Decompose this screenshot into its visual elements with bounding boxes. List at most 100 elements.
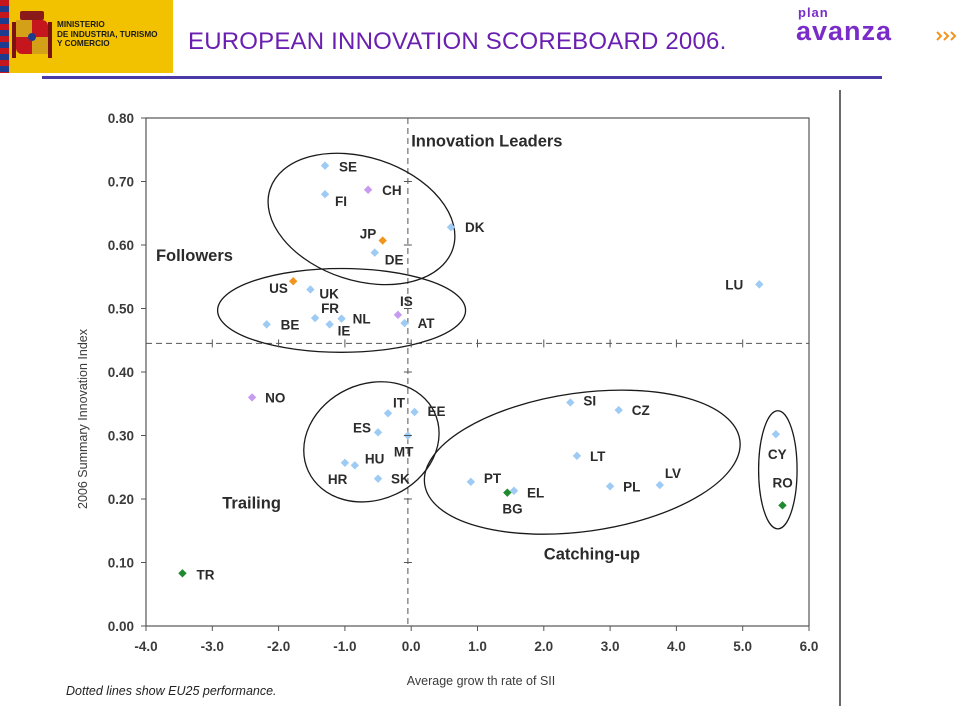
plot-border (145, 117, 810, 627)
ministry-name: MINISTERIO DE INDUSTRIA, TURISMO Y COMER… (57, 20, 158, 49)
group-label: Catching-up (544, 545, 640, 563)
point-label-is: IS (400, 294, 413, 309)
data-points (178, 161, 787, 578)
point-ee (410, 407, 419, 417)
x-tick-label: 0.0 (402, 639, 421, 654)
group-label: Trailing (222, 495, 281, 513)
point-label-uk: UK (319, 286, 339, 301)
point-label-nl: NL (353, 312, 371, 327)
plot-area (145, 117, 810, 627)
flag-stripe (0, 0, 9, 73)
point-label-fr: FR (321, 301, 339, 316)
point-label-fi: FI (335, 194, 347, 209)
point-fr (310, 313, 320, 323)
data-labels: Innovation Leaders Followers Trailing Catch… (156, 133, 793, 583)
x-tick-label: -2.0 (267, 639, 290, 654)
point-label-lt: LT (590, 449, 606, 464)
point-is (393, 310, 403, 320)
point-label-dk: DK (465, 220, 485, 235)
point-ie (325, 320, 334, 329)
point-dk (446, 223, 456, 232)
point-label-lv: LV (665, 466, 681, 481)
point-label-el: EL (527, 486, 544, 501)
point-label-us: US (269, 281, 288, 296)
x-tick-label: 3.0 (601, 639, 620, 654)
point-es (373, 428, 383, 437)
point-label-se: SE (339, 160, 357, 175)
point-label-ie: IE (338, 323, 351, 338)
point-lt (572, 451, 582, 461)
y-tick-label: 0.30 (108, 429, 134, 444)
point-label-hu: HU (365, 451, 385, 466)
point-pt (466, 477, 476, 487)
scatter-chart: Innovation Leaders Followers Trailing Catch… (66, 111, 819, 698)
point-label-es: ES (353, 420, 371, 435)
x-axis-label: Average grow th rate of SII (407, 674, 555, 688)
point-label-at: AT (418, 316, 436, 331)
point-no (247, 393, 257, 402)
point-be (262, 320, 271, 329)
point-pl (605, 482, 615, 491)
point-fi (320, 190, 330, 199)
x-tick-label: 4.0 (667, 639, 686, 654)
point-label-cy: CY (768, 447, 787, 462)
point-label-cz: CZ (632, 403, 650, 418)
group-ellipse-trailing (303, 381, 440, 503)
chevrons-icon (936, 31, 957, 41)
point-label-pt: PT (484, 471, 502, 486)
page-title: EUROPEAN INNOVATION SCOREBOARD 2006. (188, 28, 727, 55)
y-tick-label: 0.70 (108, 175, 134, 190)
point-hu (350, 461, 360, 470)
y-tick-label: 0.80 (108, 111, 134, 126)
point-label-tr: TR (196, 567, 214, 582)
chart-footnote: Dotted lines show EU25 performance. (66, 684, 277, 698)
group-ellipse (757, 410, 798, 530)
group-label: Innovation Leaders (411, 133, 562, 151)
x-tick-label: 6.0 (800, 639, 819, 654)
group-label: Followers (156, 247, 233, 265)
point-label-ro: RO (772, 475, 792, 490)
point-lu (755, 280, 764, 289)
avanza-word: avanza (796, 16, 892, 46)
plan-avanza-logo: PLAN avanza (796, 5, 957, 46)
point-label-ch: CH (382, 183, 402, 198)
axis-ticks: -4.0 -3.0 -2.0 -1.0 0.0 1.0 2.0 3.0 4.0 5.0 6.0 0.0… (108, 111, 819, 654)
point-hr (340, 458, 350, 468)
group-ellipse-catching-up (423, 389, 741, 535)
x-tick-label: 2.0 (534, 639, 553, 654)
point-label-pl: PL (623, 479, 640, 494)
point-bg (503, 488, 512, 497)
point-lv (655, 480, 665, 490)
x-tick-label: -1.0 (333, 639, 356, 654)
point-cy (771, 430, 781, 439)
point-cz (614, 405, 623, 415)
x-tick-label: 5.0 (733, 639, 752, 654)
point-ch (363, 185, 373, 194)
point-label-no: NO (265, 390, 285, 405)
point-label-it: IT (393, 395, 406, 410)
ministry-logo: MINISTERIO DE INDUSTRIA, TURISMO Y COMER… (0, 0, 173, 73)
point-label-si: SI (583, 393, 596, 408)
point-us (288, 276, 298, 286)
y-tick-label: 0.00 (108, 619, 134, 634)
x-tick-label: 1.0 (468, 639, 487, 654)
point-ro (778, 501, 787, 510)
point-at (400, 318, 409, 328)
point-label-mt: MT (394, 445, 414, 460)
y-axis-label: 2006 Summary Innovation Index (76, 328, 90, 509)
point-label-sk: SK (391, 472, 410, 487)
x-tick-label: -4.0 (134, 639, 157, 654)
point-label-bg: BG (502, 502, 522, 517)
point-it (383, 409, 393, 418)
point-tr (178, 569, 187, 578)
x-tick-label: -3.0 (201, 639, 224, 654)
chart-frame (58, 90, 841, 706)
point-si (566, 398, 575, 407)
point-label-lu: LU (725, 277, 743, 292)
y-tick-label: 0.20 (108, 492, 134, 507)
coat-of-arms-icon (12, 11, 52, 58)
group-ellipses (216, 152, 798, 535)
point-se (320, 161, 330, 170)
point-el (509, 486, 519, 495)
group-ellipse-innovation-leaders (267, 152, 456, 286)
